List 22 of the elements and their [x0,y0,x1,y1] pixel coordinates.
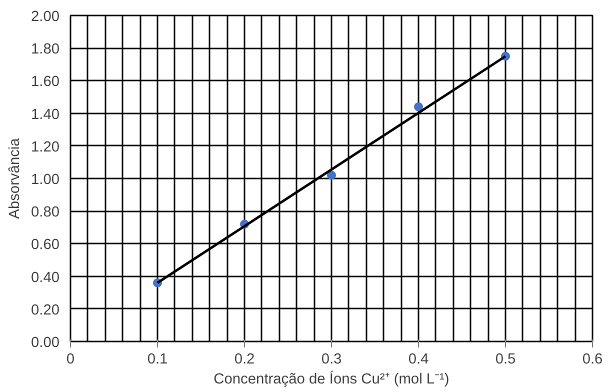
x-tick-label: 0 [66,352,75,368]
y-tick-label: 1.40 [30,106,60,123]
x-tick-label: 0.4 [408,352,429,368]
y-tick-label: 0.00 [30,335,60,351]
y-axis-title: Absorvância [6,137,23,219]
x-tick-label: 0.5 [495,352,516,368]
x-tick-label: 0.6 [582,352,603,368]
y-tick-label: 0.60 [30,237,60,254]
x-tick-label: 0.3 [321,352,342,368]
y-tick-label: 1.00 [30,172,60,188]
y-tick-label: 0.20 [30,302,60,318]
y-tick-label: 2.00 [30,9,60,25]
point [414,102,423,112]
y-tick-label: 1.60 [30,74,60,90]
x-axis-title: Concentração de Íons Cu²⁺ (mol L⁻¹) [214,370,450,388]
y-tick-label: 0.80 [30,204,60,221]
y-tick-label: 1.20 [30,139,60,156]
point [327,170,336,180]
y-tick-label: 1.80 [30,42,60,58]
x-tick-label: 0.2 [234,352,255,368]
x-tick-label: 0.1 [147,352,168,368]
y-tick-label: 0.40 [30,270,60,286]
